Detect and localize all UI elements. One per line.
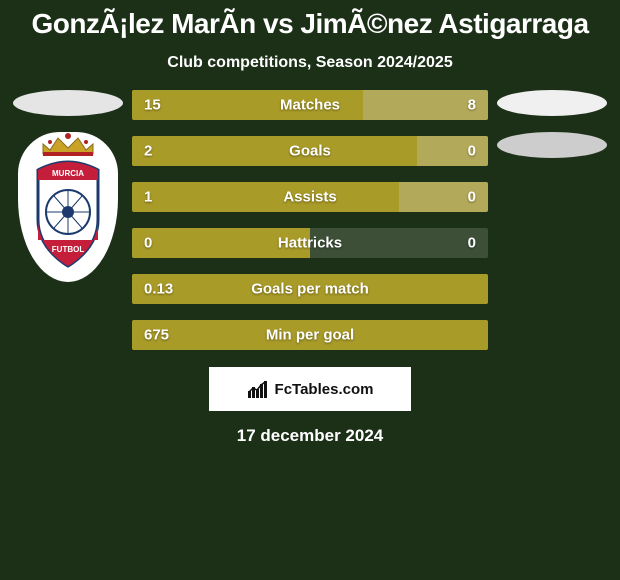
stat-label: Goals per match [251, 281, 369, 298]
crest-background: MURCIA FUTBOL [18, 132, 118, 282]
content-row: MURCIA FUTBOL 15 8 Matches 2 0 Goals 1 0 Assists… [0, 90, 620, 350]
stat-bar-row: 15 8 Matches [132, 90, 488, 120]
stat-left-value: 1 [144, 189, 152, 206]
shield-icon: MURCIA FUTBOL [32, 160, 104, 268]
date-text: 17 december 2024 [0, 426, 620, 446]
comparison-infographic: GonzÃ¡lez MarÃ­n vs JimÃ©nez Astigarraga… [0, 0, 620, 580]
stat-bar-row: 0.13 Goals per match [132, 274, 488, 304]
stat-bars: 15 8 Matches 2 0 Goals 1 0 Assists 0 0 Hattricks 0.1… [128, 90, 492, 350]
stat-bar-row: 675 Min per goal [132, 320, 488, 350]
page-title: GonzÃ¡lez MarÃ­n vs JimÃ©nez Astigarraga [0, 0, 620, 40]
crown-icon [38, 130, 98, 158]
stat-bar-row: 2 0 Goals [132, 136, 488, 166]
crest-text-top: MURCIA [52, 169, 84, 178]
player1-name-pill [13, 90, 123, 116]
crest-text-bottom: FUTBOL [52, 245, 85, 254]
stat-label: Matches [280, 97, 340, 114]
source-footer-text: FcTables.com [275, 381, 374, 398]
left-player-col: MURCIA FUTBOL [8, 90, 128, 282]
stat-left-value: 675 [144, 327, 169, 344]
stat-label: Min per goal [266, 327, 354, 344]
stat-right-value: 0 [468, 189, 476, 206]
stat-bar-row: 1 0 Assists [132, 182, 488, 212]
right-player-col [492, 90, 612, 158]
stat-left-value: 2 [144, 143, 152, 160]
fctables-logo-icon [247, 379, 271, 399]
stat-left-value: 0.13 [144, 281, 173, 298]
stat-left-value: 0 [144, 235, 152, 252]
stat-bar-right-fill [417, 136, 488, 166]
stat-label: Hattricks [278, 235, 342, 252]
player1-club-crest: MURCIA FUTBOL [18, 132, 118, 282]
player2-club-pill [497, 132, 607, 158]
stat-right-value: 0 [468, 143, 476, 160]
stat-right-value: 8 [468, 97, 476, 114]
stat-label: Assists [283, 189, 336, 206]
stat-left-value: 15 [144, 97, 161, 114]
page-subtitle: Club competitions, Season 2024/2025 [0, 54, 620, 72]
stat-bar-row: 0 0 Hattricks [132, 228, 488, 258]
player2-name-pill [497, 90, 607, 116]
stat-label: Goals [289, 143, 331, 160]
stat-right-value: 0 [468, 235, 476, 252]
stat-bar-left-fill [132, 182, 399, 212]
source-footer-box: FcTables.com [206, 364, 414, 414]
stat-bar-left-fill [132, 136, 417, 166]
